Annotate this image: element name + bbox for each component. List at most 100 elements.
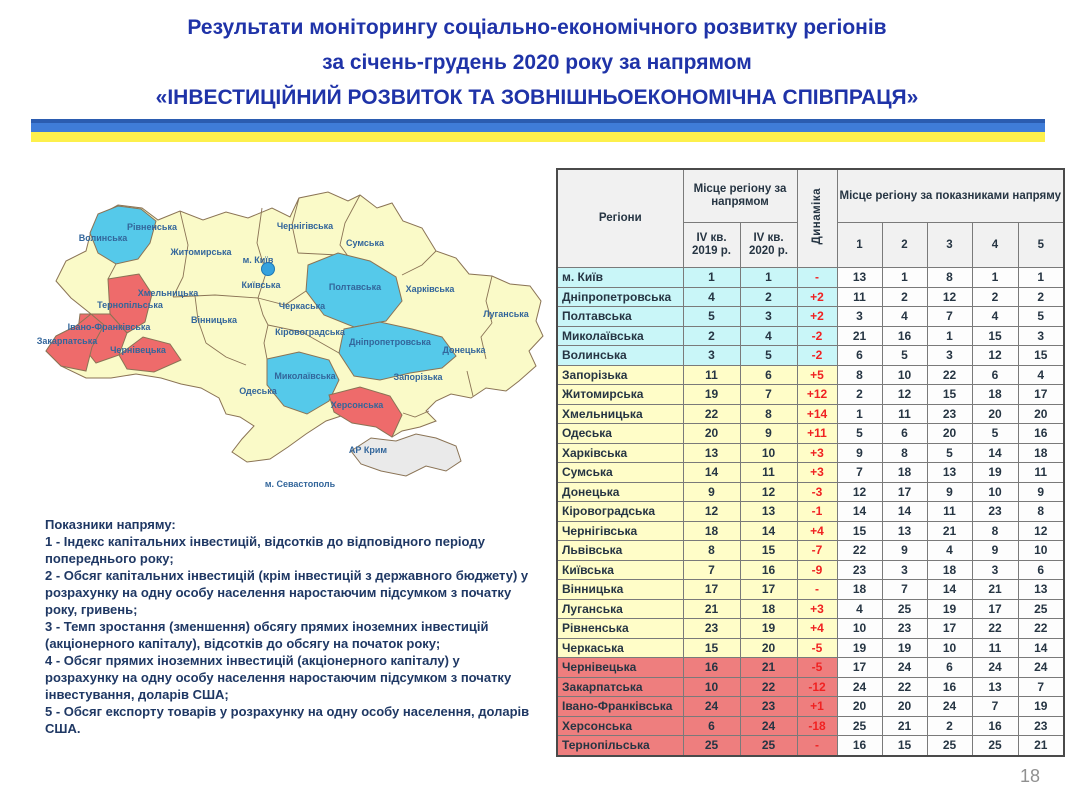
table-row: Одеська 20 9 +11 5 6 20 5 16 bbox=[556, 423, 1065, 444]
region-dnipropetrovska-shape bbox=[338, 321, 457, 381]
rank-2019-cell: 7 bbox=[682, 559, 741, 580]
dynamics-vertical-label: Динаміка bbox=[810, 188, 823, 245]
rank-2019-cell: 4 bbox=[682, 286, 741, 307]
note-line: 1 - Індекс капітальних інвестицій, відсо… bbox=[45, 534, 485, 566]
rank-2019-cell: 19 bbox=[682, 384, 741, 405]
region-name-cell: Чернігівська bbox=[556, 520, 684, 541]
region-name-cell: Черкаська bbox=[556, 637, 684, 658]
indicator-cell: 10 bbox=[836, 618, 883, 639]
rank-2020-cell: 3 bbox=[739, 306, 798, 327]
indicator-cell: 14 bbox=[1017, 637, 1065, 658]
region-zakarpatska-shape bbox=[45, 313, 105, 372]
header-indicator-2: 2 bbox=[881, 222, 928, 268]
map-internal-borders bbox=[107, 194, 493, 418]
rank-2020-cell: 24 bbox=[739, 715, 798, 736]
region-name-cell: Одеська bbox=[556, 423, 684, 444]
rank-2020-cell: 5 bbox=[739, 345, 798, 366]
table-row: Миколаївська 2 4 -2 21 16 1 15 3 bbox=[556, 325, 1065, 346]
indicator-cell: 14 bbox=[836, 501, 883, 522]
dynamics-cell: +3 bbox=[796, 598, 838, 619]
region-name-cell: Рівненська bbox=[556, 618, 684, 639]
rank-2020-cell: 10 bbox=[739, 442, 798, 463]
rank-2020-cell: 6 bbox=[739, 364, 798, 385]
indicator-cell: 5 bbox=[971, 423, 1019, 444]
indicator-cell: 12 bbox=[836, 481, 883, 502]
dynamics-cell: +12 bbox=[796, 384, 838, 405]
indicator-cell: 17 bbox=[1017, 384, 1065, 405]
dynamics-cell: -3 bbox=[796, 481, 838, 502]
map-label-25: м. Севастополь bbox=[265, 479, 336, 489]
rank-2020-cell: 20 bbox=[739, 637, 798, 658]
map-label-10: Черкаська bbox=[279, 301, 326, 311]
map-label-6: Сумська bbox=[346, 238, 385, 248]
map-label-21: Запорізька bbox=[393, 372, 443, 382]
dynamics-cell: +3 bbox=[796, 442, 838, 463]
rank-2020-cell: 25 bbox=[739, 735, 798, 756]
indicator-cell: 2 bbox=[881, 286, 928, 307]
indicator-cell: 1 bbox=[881, 267, 928, 288]
map-label-17: Івано-Франківська bbox=[68, 322, 152, 332]
indicator-cell: 22 bbox=[926, 364, 973, 385]
indicator-cell: 12 bbox=[926, 286, 973, 307]
flag-divider-blue-band bbox=[31, 123, 1045, 132]
indicator-cell: 19 bbox=[881, 637, 928, 658]
flag-divider-yellow-band bbox=[31, 132, 1045, 142]
indicator-cell: 15 bbox=[881, 735, 928, 756]
indicator-cell: 1 bbox=[926, 325, 973, 346]
table-row: Донецька 9 12 -3 12 17 9 10 9 bbox=[556, 481, 1065, 502]
title-line-3: «ІНВЕСТИЦІЙНИЙ РОЗВИТОК ТА ЗОВНІШНЬОЕКОН… bbox=[155, 86, 919, 109]
ukraine-map: Волинська Рівненська Житомирська м. Київ Киї… bbox=[37, 165, 545, 500]
map-label-12: Дніпропетровська bbox=[349, 337, 432, 347]
indicator-cell: 8 bbox=[926, 267, 973, 288]
indicator-cell: 16 bbox=[836, 735, 883, 756]
rank-2019-cell: 22 bbox=[682, 403, 741, 424]
table-row: Харківська 13 10 +3 9 8 5 14 18 bbox=[556, 442, 1065, 463]
indicator-cell: 19 bbox=[926, 598, 973, 619]
rank-2019-cell: 11 bbox=[682, 364, 741, 385]
indicator-cell: 5 bbox=[881, 345, 928, 366]
indicator-cell: 13 bbox=[881, 520, 928, 541]
indicator-cell: 15 bbox=[1017, 345, 1065, 366]
dynamics-cell: - bbox=[796, 267, 838, 288]
rank-2019-cell: 6 bbox=[682, 715, 741, 736]
indicator-cell: 21 bbox=[971, 579, 1019, 600]
region-name-cell: Львівська bbox=[556, 540, 684, 561]
indicator-cell: 20 bbox=[926, 423, 973, 444]
rank-2020-cell: 17 bbox=[739, 579, 798, 600]
rank-2020-cell: 21 bbox=[739, 657, 798, 678]
map-label-20: Миколаївська bbox=[274, 371, 336, 381]
table-row: Хмельницька 22 8 +14 1 11 23 20 20 bbox=[556, 403, 1065, 424]
indicator-cell: 16 bbox=[971, 715, 1019, 736]
indicator-cell: 12 bbox=[1017, 520, 1065, 541]
dynamics-cell: +4 bbox=[796, 520, 838, 541]
indicator-cell: 10 bbox=[926, 637, 973, 658]
indicator-cell: 17 bbox=[971, 598, 1019, 619]
header-indicator-1: 1 bbox=[836, 222, 883, 268]
map-label-24: АР Крим bbox=[349, 445, 388, 455]
note-line: 4 - Обсяг прямих іноземних інвестицій (а… bbox=[45, 653, 512, 702]
rank-2020-cell: 8 bbox=[739, 403, 798, 424]
indicator-cell: 4 bbox=[971, 306, 1019, 327]
rank-2019-cell: 20 bbox=[682, 423, 741, 444]
region-name-cell: Хмельницька bbox=[556, 403, 684, 424]
indicator-cell: 6 bbox=[881, 423, 928, 444]
region-mykolaivska-shape bbox=[266, 351, 340, 415]
table-row: Житомирська 19 7 +12 2 12 15 18 17 bbox=[556, 384, 1065, 405]
indicator-cell: 18 bbox=[881, 462, 928, 483]
note-line: 2 - Обсяг капітальних інвестицій (крім і… bbox=[45, 568, 529, 617]
table-row: Волинська 3 5 -2 6 5 3 12 15 bbox=[556, 345, 1065, 366]
indicator-cell: 2 bbox=[926, 715, 973, 736]
indicator-cell: 22 bbox=[1017, 618, 1065, 639]
region-name-cell: Житомирська bbox=[556, 384, 684, 405]
rank-2019-cell: 24 bbox=[682, 696, 741, 717]
dynamics-cell: -2 bbox=[796, 325, 838, 346]
indicator-cell: 20 bbox=[1017, 403, 1065, 424]
indicator-cell: 25 bbox=[971, 735, 1019, 756]
indicator-cell: 1 bbox=[1017, 267, 1065, 288]
indicator-cell: 11 bbox=[1017, 462, 1065, 483]
indicator-cell: 4 bbox=[1017, 364, 1065, 385]
map-label-5: Чернігівська bbox=[277, 221, 334, 231]
indicator-cell: 13 bbox=[836, 267, 883, 288]
slide-title: Результати моніторингу соціально-економі… bbox=[30, 10, 1044, 115]
map-label-13: Донецька bbox=[442, 345, 486, 355]
